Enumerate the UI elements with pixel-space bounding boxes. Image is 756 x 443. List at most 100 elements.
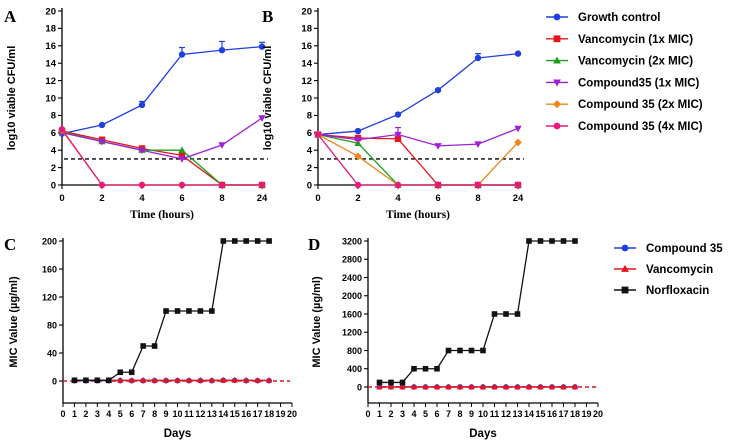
legend-label: Vancomycin (2x MIC) xyxy=(578,56,693,68)
data-point xyxy=(258,181,266,189)
x-tick-label: 8 xyxy=(475,193,480,204)
data-point xyxy=(218,181,226,189)
legend-item-growth-control: Growth control xyxy=(546,12,660,24)
data-point xyxy=(376,383,383,390)
data-point xyxy=(503,311,509,317)
data-point xyxy=(354,127,362,135)
series-line-compound35-1x-mic xyxy=(317,127,519,147)
data-point xyxy=(445,383,452,390)
y-tick-label: 800 xyxy=(347,346,362,356)
x-tick-label: 1 xyxy=(72,409,77,419)
x-tick-label: 19 xyxy=(276,409,286,419)
series-compound-35-4x-mic xyxy=(58,126,266,189)
data-point xyxy=(433,383,441,390)
data-point xyxy=(174,308,181,314)
data-point xyxy=(254,238,261,244)
series-line-vancomycin-1x-mic xyxy=(317,133,518,186)
y-tick-label: 10 xyxy=(301,93,312,104)
data-point xyxy=(98,121,106,129)
data-point xyxy=(178,181,186,189)
data-point xyxy=(98,181,106,189)
legend-marker xyxy=(621,286,629,294)
x-axis-label: Days xyxy=(164,428,192,440)
y-tick-label: 16 xyxy=(45,41,56,52)
x-tick-label: 6 xyxy=(129,409,134,419)
data-point xyxy=(537,238,544,244)
data-point xyxy=(128,369,135,376)
x-tick-label: 5 xyxy=(118,409,123,419)
x-axis-label: Time (hours) xyxy=(130,209,194,221)
data-point xyxy=(537,383,544,390)
x-tick-label: 7 xyxy=(446,409,451,419)
data-point xyxy=(220,238,227,244)
data-point xyxy=(197,308,204,314)
x-tick-label: 0 xyxy=(60,409,65,419)
legend-marker xyxy=(553,13,561,21)
legend-bottom: Compound 35 Vancomycin Norfloxacin xyxy=(614,243,723,297)
data-point xyxy=(83,377,89,384)
x-tick-label: 2 xyxy=(99,193,104,204)
data-point xyxy=(354,181,362,189)
y-tick-label: 18 xyxy=(45,24,56,35)
data-point xyxy=(411,365,417,372)
panel-letter-b: B xyxy=(262,7,273,26)
legend-marker xyxy=(553,122,561,130)
x-tick-label: 2 xyxy=(388,409,393,419)
data-point xyxy=(514,138,522,147)
legend-marker xyxy=(553,56,561,64)
data-point xyxy=(209,308,215,314)
x-tick-label: 14 xyxy=(524,409,534,419)
x-tick-label: 17 xyxy=(558,409,568,419)
x-tick-label: 12 xyxy=(195,409,205,419)
x-tick-label: 4 xyxy=(106,409,111,419)
y-tick-label: 160 xyxy=(42,264,57,274)
x-tick-label: 18 xyxy=(570,409,580,419)
data-point xyxy=(474,141,482,148)
data-point xyxy=(138,101,146,109)
x-tick-label: 14 xyxy=(218,409,228,419)
data-point xyxy=(231,376,238,383)
y-tick-label: 0 xyxy=(52,376,57,386)
data-point xyxy=(514,383,521,390)
x-tick-label: 16 xyxy=(547,409,557,419)
data-point xyxy=(140,343,146,349)
legend-label: Compound 35 (4x MIC) xyxy=(578,121,703,133)
legend-label: Norfloxacin xyxy=(646,285,709,297)
data-point xyxy=(151,343,158,349)
x-tick-label: 15 xyxy=(535,409,545,419)
x-tick-label: 0 xyxy=(59,193,64,204)
y-tick-label: 40 xyxy=(47,348,57,358)
data-point xyxy=(388,379,394,386)
x-tick-label: 8 xyxy=(152,409,157,419)
data-point xyxy=(242,376,250,383)
data-point xyxy=(178,51,186,58)
data-point xyxy=(514,50,522,57)
y-tick-label: 10 xyxy=(45,93,56,104)
y-tick-label: 0 xyxy=(357,382,362,392)
data-point xyxy=(258,43,266,50)
data-point xyxy=(98,138,106,146)
data-point xyxy=(422,365,429,372)
data-point xyxy=(560,383,567,390)
data-point xyxy=(474,181,482,189)
x-tick-label: 18 xyxy=(264,409,274,419)
data-point xyxy=(479,383,487,390)
y-tick-label: 200 xyxy=(42,236,57,246)
x-tick-label: 0 xyxy=(315,193,320,204)
y-tick-label: 6 xyxy=(51,128,56,139)
y-axis-label: MIC Value (µg/ml) xyxy=(8,276,20,368)
data-point xyxy=(394,131,402,139)
data-point xyxy=(572,238,578,244)
x-tick-label: 4 xyxy=(411,409,416,419)
data-point xyxy=(394,135,402,143)
y-tick-label: 2800 xyxy=(342,255,362,265)
y-tick-label: 12 xyxy=(301,76,312,87)
y-tick-label: 3200 xyxy=(342,236,362,246)
series-growth-control xyxy=(58,40,266,137)
data-point xyxy=(434,181,442,189)
y-tick-label: 14 xyxy=(301,59,312,70)
data-point xyxy=(117,369,124,376)
y-axis-label: log10 viable CFU/ml xyxy=(6,46,18,151)
x-tick-label: 2 xyxy=(355,193,360,204)
